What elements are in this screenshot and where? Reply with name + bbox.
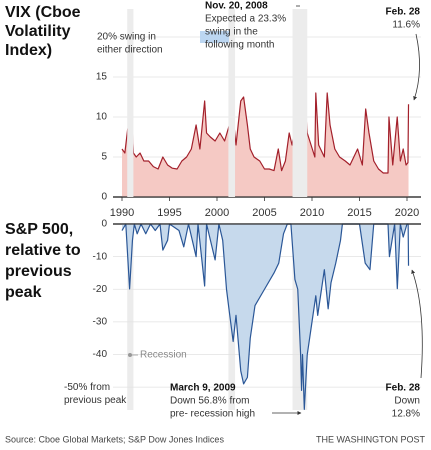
y-tick-label: 20% swing in — [97, 32, 156, 43]
annotation-text: pre- recession high — [170, 409, 255, 420]
y-tick-label: 10 — [96, 112, 108, 123]
panel-title: S&P 500, — [5, 221, 73, 238]
annotation-heading: Nov. 20, 2008 — [205, 1, 268, 12]
x-tick-label: 2010 — [300, 207, 324, 219]
panel-title: relative to — [5, 242, 81, 259]
area-fill — [122, 10, 409, 197]
annotation-heading: Feb. 28 — [386, 7, 421, 18]
series-line — [121, 10, 410, 174]
highlight — [200, 31, 229, 43]
recession-band — [228, 9, 236, 197]
x-tick-label: 1990 — [110, 207, 134, 219]
recession-band — [292, 9, 308, 197]
y-tick-note: either direction — [97, 45, 163, 56]
y-tick-label: 5 — [101, 152, 107, 163]
x-tick-label: 2020 — [395, 207, 419, 219]
foreground-layer: Source: Cboe Global Markets; S&P Dow Jon… — [5, 1, 425, 445]
annotation-text: following month — [205, 40, 274, 51]
annotation-text: Down — [394, 396, 420, 407]
y-tick-label: 15 — [96, 72, 108, 83]
y-tick-label: -20 — [93, 284, 108, 295]
panel-title: peak — [5, 284, 42, 301]
annotation-text: Expected a 23.3% — [205, 14, 286, 25]
recession-label: Recession — [140, 350, 187, 361]
annotation-text: swing in the — [205, 27, 258, 38]
background-layer — [113, 9, 421, 410]
panel-title: Volatility — [5, 23, 71, 40]
series-line — [121, 223, 410, 410]
x-tick-label: 2005 — [252, 207, 276, 219]
panel-title: VIX (Cboe — [5, 4, 81, 21]
annotation-heading: March 9, 2009 — [170, 383, 236, 394]
recession-band — [127, 224, 134, 410]
arrow — [411, 269, 423, 379]
area-fill — [122, 224, 409, 410]
y-tick-label: -30 — [93, 317, 108, 328]
credit: THE WASHINGTON POST — [316, 434, 426, 444]
panel-title: Index) — [5, 42, 52, 59]
source: Source: Cboe Global Markets; S&P Dow Jon… — [5, 434, 224, 444]
y-tick-note: previous peak — [64, 395, 127, 406]
y-tick-label: -50% from — [64, 382, 110, 393]
annotation-heading: Feb. 28 — [386, 383, 421, 394]
y-tick-label: -10 — [93, 251, 108, 262]
annotation-text: 12.8% — [392, 409, 420, 420]
x-tick-label: 2000 — [205, 207, 229, 219]
y-tick-label: -40 — [93, 349, 108, 360]
y-tick-label: 0 — [101, 192, 107, 203]
recession-band — [127, 9, 134, 197]
annotation-text: Down 56.8% from — [170, 396, 249, 407]
panel-title: previous — [5, 263, 72, 280]
x-tick-label: 1995 — [157, 207, 181, 219]
annotation-text: 11.6% — [392, 20, 420, 31]
y-tick-label: 0 — [101, 219, 107, 230]
x-tick-label: 2015 — [347, 207, 371, 219]
arrow — [413, 33, 420, 101]
